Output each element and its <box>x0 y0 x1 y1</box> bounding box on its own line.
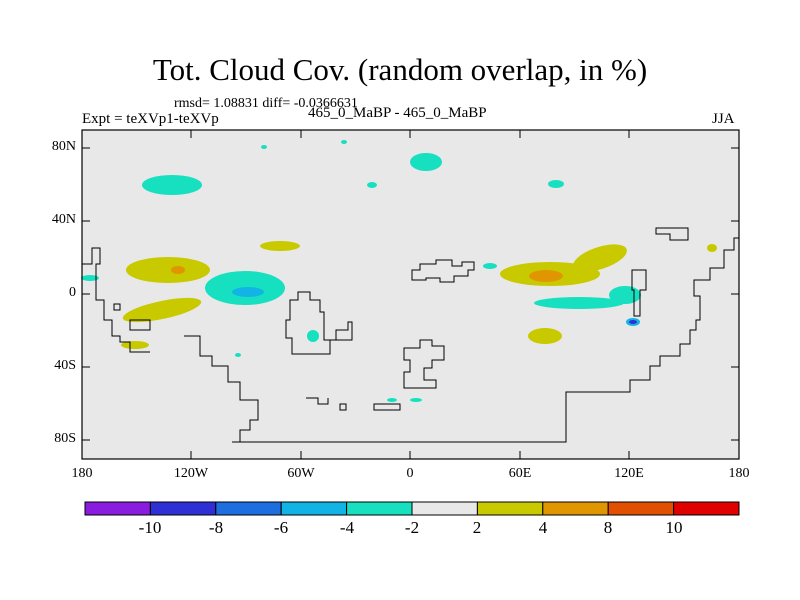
lat-label-40s: 40S <box>54 358 76 373</box>
colorbar-label: 4 <box>538 518 548 537</box>
lat-label-40n: 40N <box>51 212 76 227</box>
colorbar-bin-9 <box>607 501 675 516</box>
colorbar-label: -8 <box>208 518 224 537</box>
lon-label-60e: 60E <box>508 466 532 481</box>
colorbar-bin-4 <box>280 501 348 516</box>
negative-anomalies <box>81 140 641 402</box>
colorbar-label: 2 <box>472 518 482 537</box>
colorbar-bin-6 <box>411 501 478 516</box>
positive-anomalies <box>121 241 717 349</box>
lat-label-80s: 80S <box>54 431 76 446</box>
coastlines <box>82 227 739 443</box>
lon-label-60w: 60W <box>287 466 315 481</box>
colorbar-bin-10 <box>673 501 740 516</box>
lon-label-120e: 120E <box>614 466 644 481</box>
lon-label-120w: 120W <box>173 466 209 481</box>
colorbar-bin-1 <box>84 501 151 516</box>
colorbar-bin-8 <box>542 501 609 516</box>
lat-label-80n: 80N <box>51 139 76 154</box>
colorbar-bin-2 <box>149 501 217 516</box>
map-title: Tot. Cloud Cov. (random overlap, in %) <box>152 52 648 87</box>
lon-label-0: 0 <box>406 466 414 481</box>
colorbar-bin-5 <box>346 501 413 516</box>
colorbar-label: 10 <box>665 518 683 537</box>
stats-label: rmsd= 1.08831 diff= -0.0366631 <box>174 96 358 111</box>
colorbar <box>84 501 740 516</box>
lon-label-180e: 180 <box>728 466 750 481</box>
experiment-label: Expt = teXVp1-teXVp <box>82 111 219 127</box>
axis-ticks <box>82 130 739 459</box>
colorbar-label: -6 <box>273 518 289 537</box>
colorbar-label: -4 <box>339 518 355 537</box>
colorbar-label: -2 <box>404 518 420 537</box>
colorbar-bin-7 <box>476 501 544 516</box>
season-label: JJA <box>712 111 735 127</box>
colorbar-label: 8 <box>603 518 613 537</box>
negative-strong <box>232 287 640 326</box>
lon-label-180w: 180 <box>71 466 93 481</box>
colorbar-bin-3 <box>215 501 282 516</box>
colorbar-label: -10 <box>138 518 162 537</box>
positive-strong <box>171 266 563 282</box>
lat-label-0: 0 <box>69 285 76 300</box>
case-label: 465_0_MaBP - 465_0_MaBP <box>308 105 487 121</box>
